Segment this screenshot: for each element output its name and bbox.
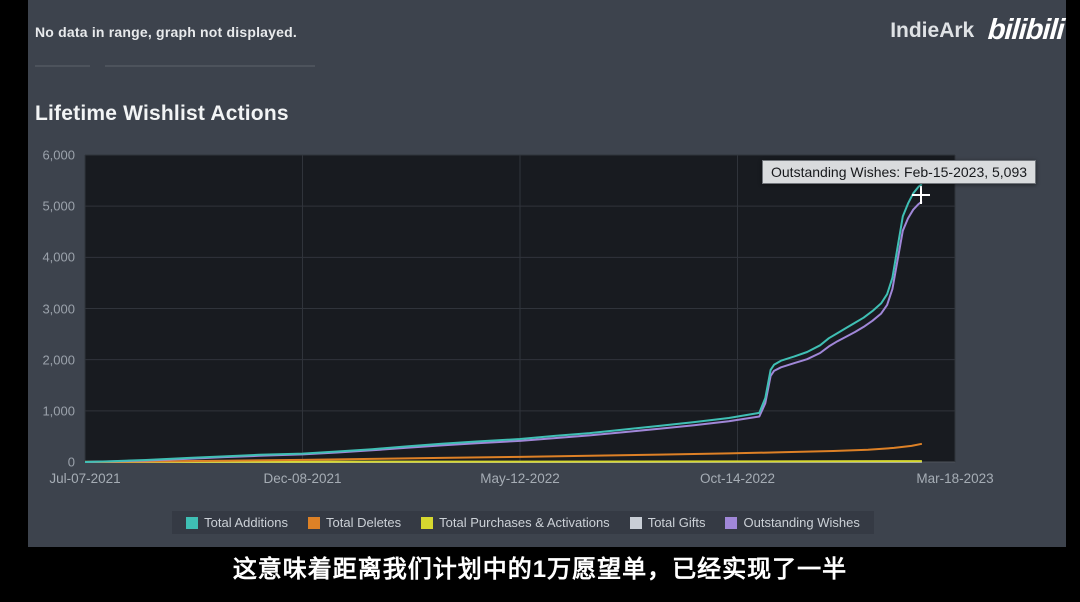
- y-axis-labels: 0 1,000 2,000 3,000 4,000 5,000 6,000: [28, 148, 75, 470]
- x-tick-label: Dec-08-2021: [263, 471, 342, 486]
- x-tick-label: Oct-14-2022: [699, 471, 776, 486]
- y-tick-label: 6,000: [42, 147, 75, 163]
- y-tick-label: 5,000: [42, 198, 75, 214]
- legend-item-total-gifts[interactable]: Total Gifts: [629, 515, 706, 530]
- chart-legend: Total Additions Total Deletes Total Purcha…: [172, 511, 874, 534]
- legend-item-total-purchases-activations[interactable]: Total Purchases & Activations: [421, 515, 610, 530]
- series-line-total-deletes: [84, 442, 923, 463]
- x-tick-label: Jul-07-2021: [49, 471, 121, 486]
- chart-legend-row: Total Additions Total Deletes Total Purcha…: [28, 511, 1066, 534]
- legend-label: Total Purchases & Activations: [439, 515, 610, 530]
- legend-item-outstanding-wishes[interactable]: Outstanding Wishes: [725, 515, 860, 530]
- legend-swatch-icon: [629, 516, 642, 529]
- series-line-outstanding-wishes: [84, 200, 923, 463]
- series-line-total-purchases-activations: [84, 460, 922, 463]
- range-tab-underline[interactable]: [35, 65, 90, 67]
- legend-swatch-icon: [725, 516, 738, 529]
- chart-tooltip: Outstanding Wishes: Feb-15-2023, 5,093: [762, 160, 1037, 184]
- legend-label: Total Additions: [204, 515, 288, 530]
- no-data-status-text: No data in range, graph not displayed.: [35, 24, 297, 40]
- video-watermark: IndieArk bilibili: [890, 14, 1066, 47]
- y-tick-label: 2,000: [42, 352, 75, 368]
- steamworks-stats-page: No data in range, graph not displayed. I…: [28, 0, 1066, 547]
- y-tick-label: 4,000: [42, 249, 75, 265]
- series-line-total-additions: [84, 183, 923, 463]
- legend-label: Total Gifts: [647, 515, 706, 530]
- wishlist-chart-plot[interactable]: [84, 154, 956, 463]
- bilibili-logo: bilibili: [987, 14, 1066, 46]
- x-axis-labels: Jul-07-2021 Dec-08-2021 May-12-2022 Oct-14-…: [49, 471, 993, 491]
- legend-swatch-icon: [421, 516, 434, 529]
- x-tick-label: May-12-2022: [480, 471, 560, 486]
- legend-label: Outstanding Wishes: [743, 515, 860, 530]
- y-tick-label: 3,000: [42, 301, 75, 316]
- video-subtitle-bar: 这意味着距离我们计划中的1万愿望单，已经实现了一半: [0, 547, 1080, 602]
- legend-swatch-icon: [186, 516, 199, 529]
- y-tick-label: 0: [67, 454, 75, 470]
- legend-item-total-additions[interactable]: Total Additions: [186, 515, 288, 530]
- legend-swatch-icon: [308, 516, 320, 529]
- chart-title: Lifetime Wishlist Actions: [35, 102, 289, 125]
- channel-name: IndieArk: [890, 18, 975, 42]
- legend-label: Total Deletes: [326, 515, 402, 530]
- video-subtitle-text: 这意味着距离我们计划中的1万愿望单，已经实现了一半: [232, 556, 848, 583]
- range-tab-underline-wide[interactable]: [105, 65, 315, 67]
- y-tick-label: 1,000: [42, 403, 75, 419]
- legend-item-total-deletes[interactable]: Total Deletes: [308, 515, 401, 530]
- crosshair-cursor-icon: [912, 186, 930, 204]
- plot-svg: [84, 154, 956, 463]
- x-tick-label: Mar-18-2023: [916, 471, 994, 486]
